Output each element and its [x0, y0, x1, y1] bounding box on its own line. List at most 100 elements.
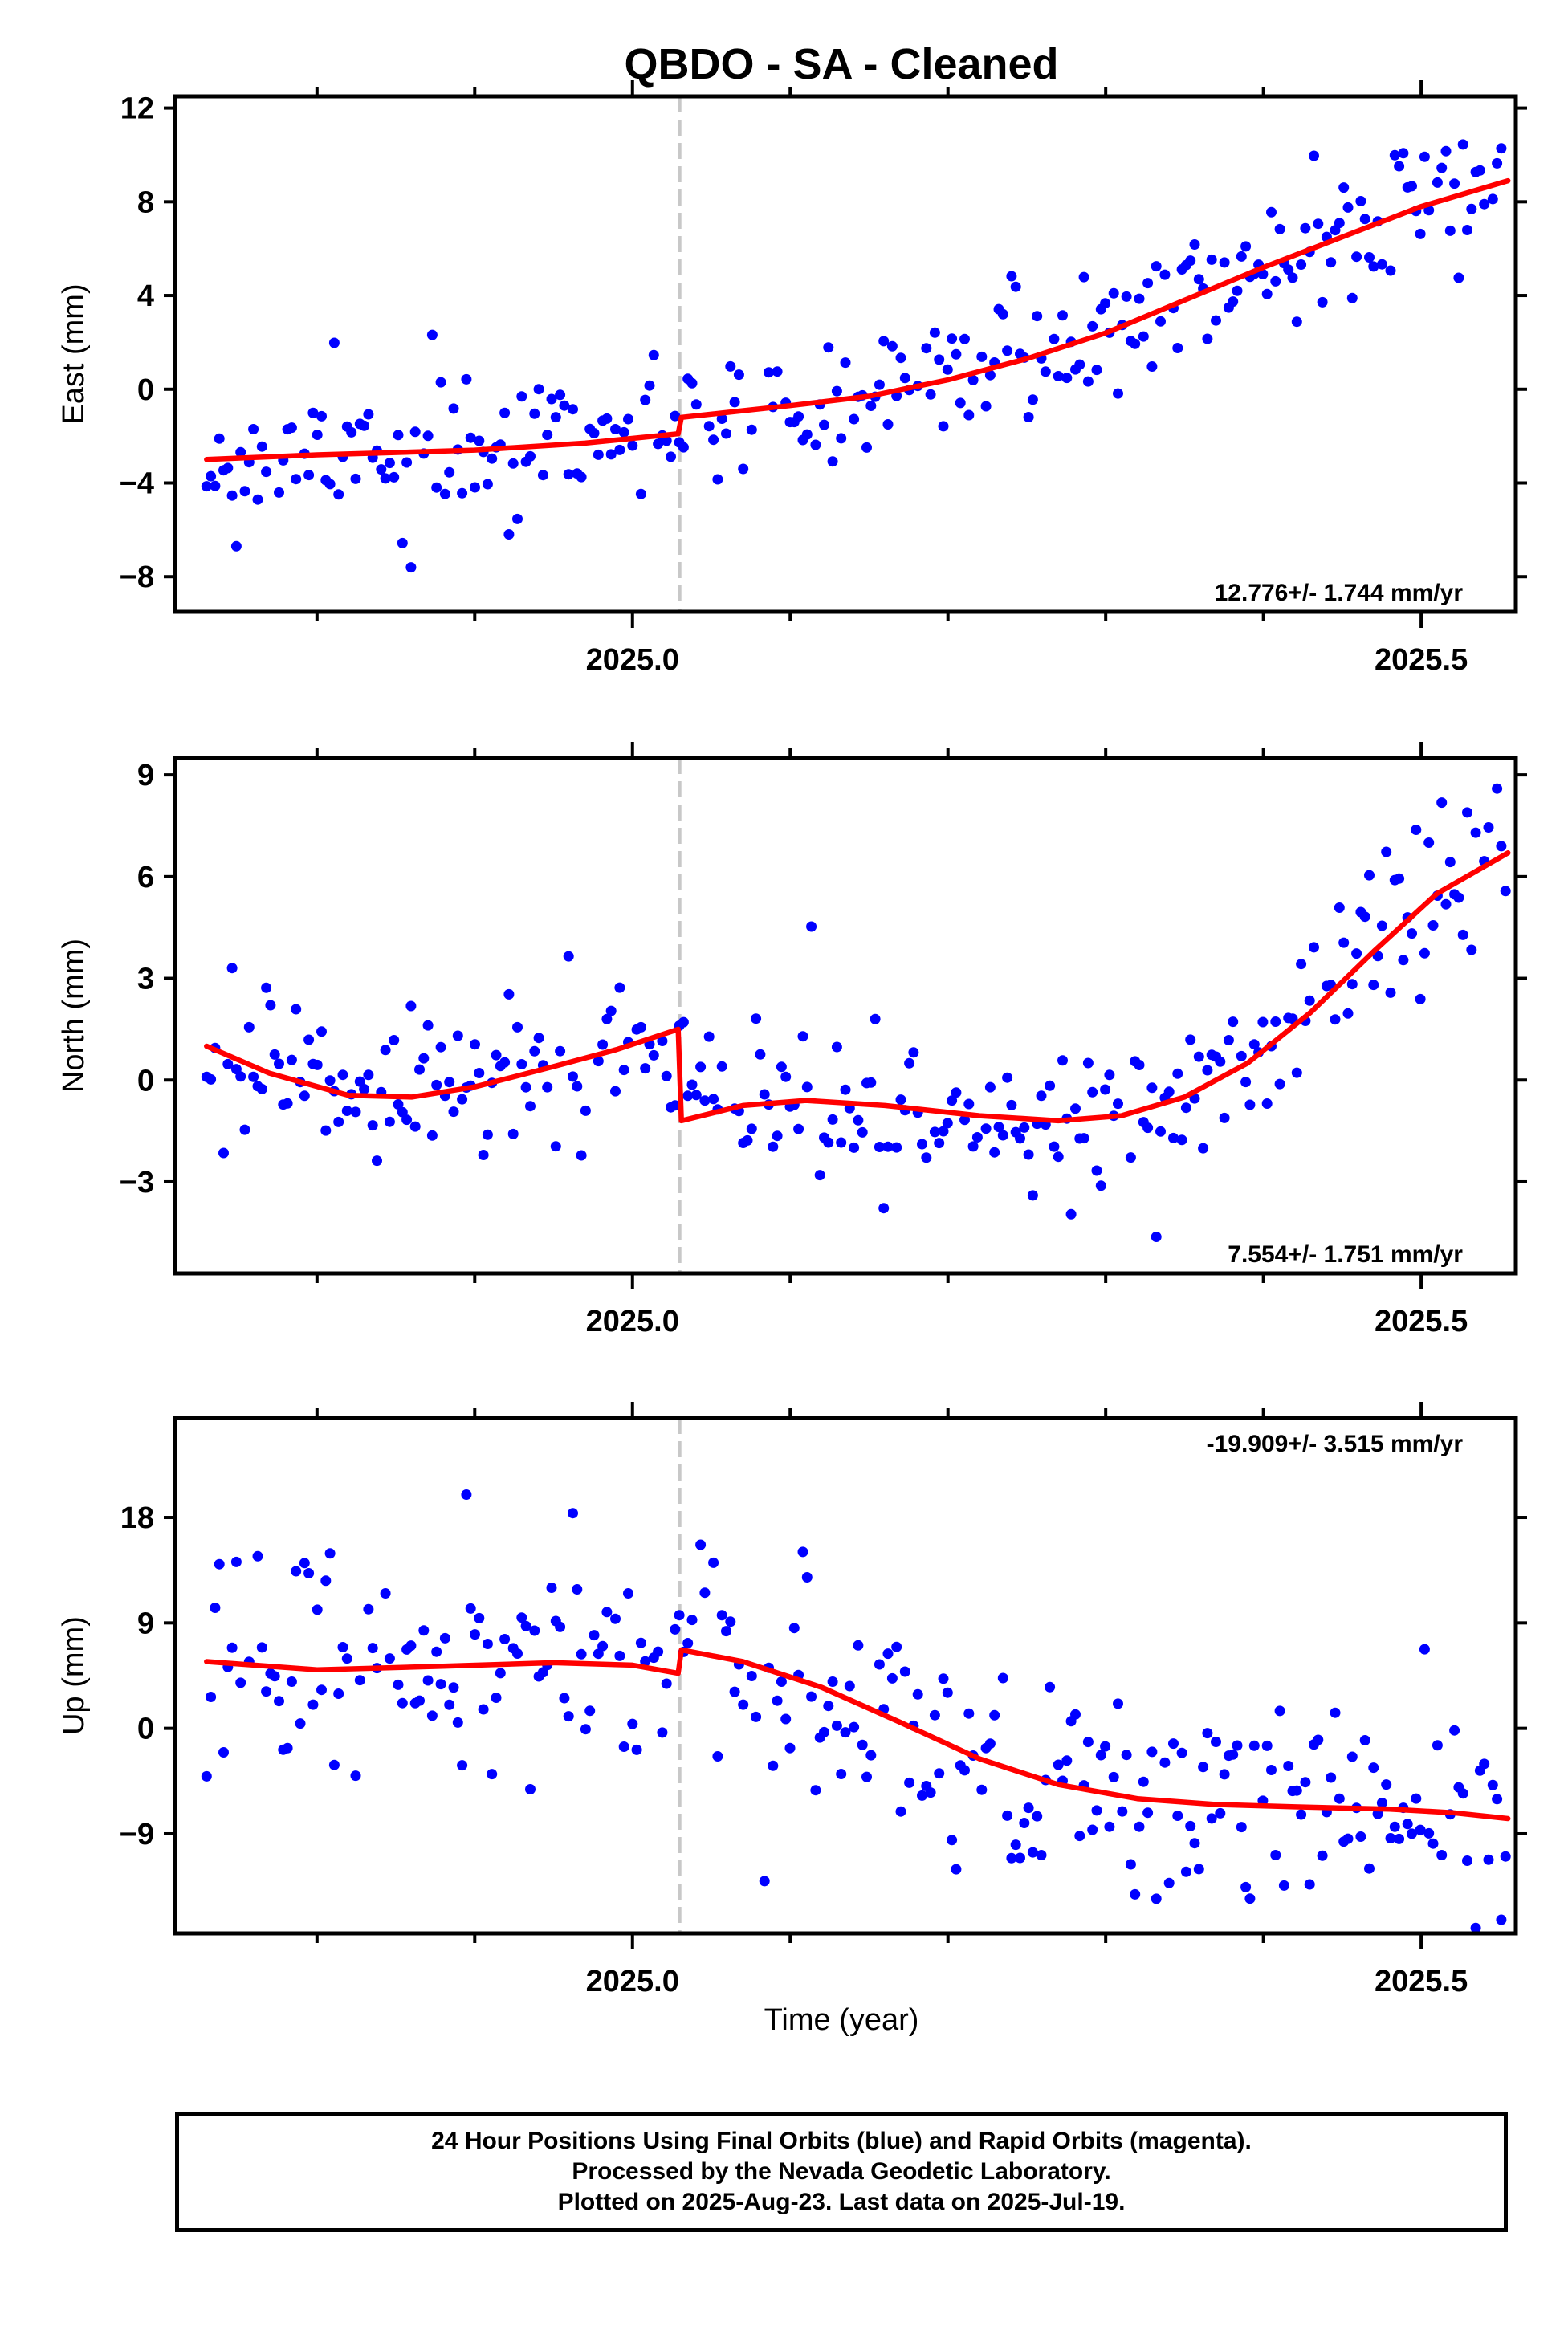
north-data-point	[806, 921, 817, 932]
east-data-point	[525, 450, 536, 462]
up-data-point	[917, 1790, 927, 1801]
north-data-point	[776, 1061, 787, 1073]
east-data-point	[1113, 388, 1123, 399]
east-data-point	[1487, 193, 1498, 205]
north-data-point	[367, 1120, 378, 1131]
east-data-point	[1146, 361, 1158, 372]
up-data-point	[593, 1648, 604, 1660]
north-data-point	[1036, 1090, 1047, 1102]
north-data-point	[1385, 987, 1396, 998]
north-data-point	[1095, 1180, 1106, 1191]
east-data-point	[235, 446, 246, 458]
north-data-point	[993, 1122, 1004, 1133]
east-data-point	[1078, 271, 1089, 283]
east-model-line	[204, 177, 1511, 462]
north-x-tick-label: 2025.0	[586, 1305, 679, 1338]
north-data-point	[703, 1031, 715, 1042]
east-data-point	[230, 540, 242, 552]
east-data-point	[214, 433, 225, 444]
up-data-point	[1228, 1749, 1239, 1760]
east-data-point	[801, 429, 813, 440]
up-data-point	[1266, 1765, 1277, 1775]
north-data-point	[444, 1077, 455, 1088]
east-data-point	[733, 369, 744, 381]
east-data-point	[610, 424, 621, 434]
east-data-point	[1351, 251, 1362, 263]
up-data-point	[1130, 1888, 1141, 1900]
east-data-point	[1134, 293, 1145, 304]
east-data-point	[291, 474, 302, 485]
north-data-point	[670, 1100, 681, 1111]
north-data-point	[1219, 1112, 1230, 1123]
north-data-point	[1228, 1016, 1239, 1028]
up-data-point	[320, 1575, 332, 1587]
north-data-point	[482, 1129, 493, 1140]
east-data-point	[1440, 145, 1452, 157]
caption-line-1: 24 Hour Positions Using Final Orbits (bl…	[431, 2128, 1252, 2154]
up-data-point	[1330, 1707, 1341, 1718]
up-data-point	[1415, 1824, 1426, 1835]
up-data-point	[1376, 1798, 1387, 1808]
up-data-point	[1248, 1740, 1260, 1751]
up-data-point	[201, 1770, 212, 1782]
north-data-point	[1091, 1165, 1102, 1176]
up-data-point	[772, 1695, 783, 1706]
east-data-point	[1415, 228, 1426, 239]
up-data-point	[1061, 1755, 1073, 1766]
up-data-point	[1198, 1762, 1209, 1773]
north-data-point	[1027, 1190, 1038, 1201]
north-data-point	[248, 1071, 259, 1082]
north-data-point	[1423, 837, 1435, 848]
east-data-point	[1257, 269, 1269, 279]
east-data-point	[474, 435, 485, 446]
east-data-point	[670, 410, 681, 422]
east-data-point	[507, 458, 519, 469]
up-data-point	[474, 1612, 485, 1623]
north-data-point	[1078, 1133, 1089, 1144]
east-data-point	[1202, 333, 1213, 344]
north-data-point	[959, 1114, 970, 1126]
east-data-point	[793, 411, 804, 422]
east-data-point	[316, 410, 327, 422]
north-data-point	[312, 1059, 323, 1070]
east-data-point	[457, 487, 468, 499]
up-data-point	[934, 1768, 945, 1779]
up-data-point	[1027, 1847, 1038, 1858]
up-data-point	[1385, 1833, 1396, 1843]
north-data-point	[836, 1137, 847, 1148]
up-data-point	[947, 1835, 958, 1846]
north-data-point	[1142, 1122, 1154, 1134]
north-data-point	[512, 1021, 523, 1033]
up-data-point	[1091, 1805, 1102, 1816]
east-data-point	[1283, 264, 1294, 275]
up-data-point	[1070, 1709, 1081, 1720]
up-data-point	[1125, 1859, 1136, 1870]
up-data-point	[572, 1584, 583, 1595]
east-data-point	[716, 413, 727, 424]
up-data-point	[261, 1686, 272, 1697]
up-data-point	[422, 1675, 434, 1686]
up-x-tick-label: 2025.5	[1375, 1965, 1468, 1998]
up-data-point	[989, 1709, 1000, 1721]
east-data-point	[1432, 177, 1443, 188]
east-data-point	[925, 389, 936, 400]
north-data-point	[435, 1041, 446, 1053]
east-data-point	[1185, 255, 1196, 267]
north-data-point	[755, 1049, 766, 1060]
north-data-point	[320, 1125, 332, 1136]
east-data-point	[627, 440, 638, 451]
north-data-point	[942, 1118, 953, 1129]
east-data-point	[1385, 265, 1396, 276]
north-data-point	[1261, 1098, 1273, 1109]
north-data-point	[1070, 1103, 1081, 1114]
east-data-point	[324, 479, 336, 490]
north-data-point	[393, 1099, 404, 1110]
north-data-point	[1287, 1013, 1298, 1024]
north-data-point	[1002, 1072, 1013, 1083]
north-data-point	[1023, 1149, 1034, 1160]
up-data-point	[295, 1718, 306, 1729]
up-data-point	[291, 1566, 302, 1577]
east-data-point	[1338, 182, 1350, 193]
up-data-point	[559, 1693, 570, 1704]
up-data-point	[1163, 1877, 1175, 1888]
